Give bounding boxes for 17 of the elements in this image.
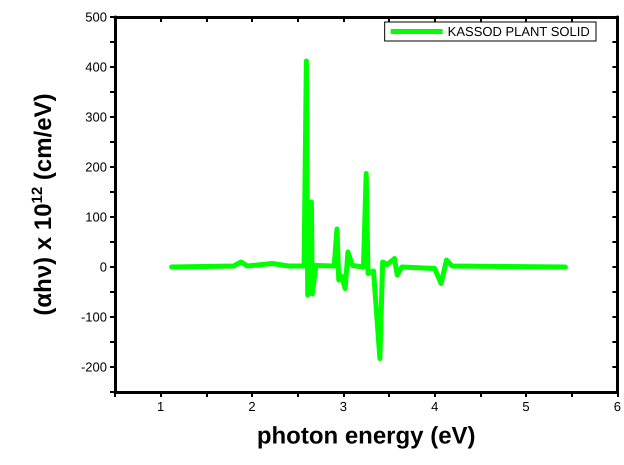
- x-tick-label: 3: [340, 399, 347, 414]
- x-tick-label: 4: [431, 399, 438, 414]
- x-tick-label: 6: [614, 399, 621, 414]
- x-tick-label: 5: [522, 399, 530, 414]
- y-tick-label: -100: [80, 310, 107, 324]
- y-tick-label: 100: [85, 210, 107, 224]
- y-tick-label: -200: [80, 360, 107, 374]
- y-axis-title: (αhν) x 1012 (cm/eV): [29, 93, 57, 316]
- x-axis-title: photon energy (eV): [256, 422, 476, 450]
- y-tick-label: 0: [100, 260, 107, 274]
- y-tick-label: 300: [85, 110, 107, 124]
- legend-label: KASSOD PLANT SOLID: [448, 24, 590, 39]
- y-tick-label: 200: [85, 160, 107, 174]
- y-tick-label: 500: [85, 10, 107, 24]
- x-tick-label: 1: [157, 399, 164, 414]
- x-tick-label: 2: [248, 399, 256, 414]
- y-tick-label: 400: [85, 60, 107, 74]
